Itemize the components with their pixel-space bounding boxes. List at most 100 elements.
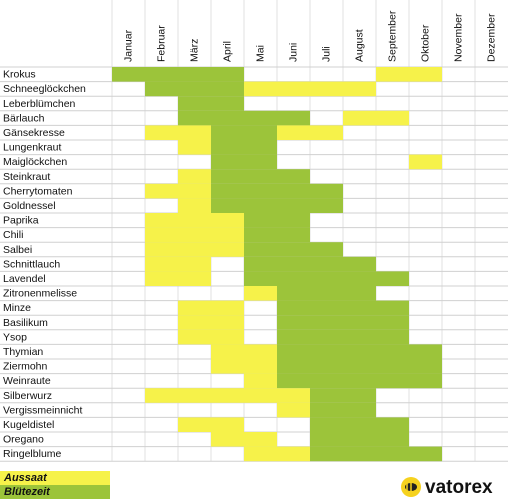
month-label: Mai xyxy=(254,45,266,62)
row-label: Paprika xyxy=(3,215,39,227)
row-label: Ziermohn xyxy=(3,361,48,373)
period-bar xyxy=(145,81,244,97)
period-bar xyxy=(178,140,211,155)
row-label: Silberwurz xyxy=(3,390,52,402)
period-bar xyxy=(310,402,376,418)
period-bar xyxy=(277,373,442,389)
period-bar xyxy=(178,417,244,432)
period-bar xyxy=(178,329,244,345)
row-label: Thymian xyxy=(3,346,43,358)
row-label: Goldnessel xyxy=(3,200,56,212)
row-label: Bärlauch xyxy=(3,112,45,124)
period-bar xyxy=(277,359,442,374)
month-label: Januar xyxy=(122,29,134,62)
row-label: Ringelblume xyxy=(3,448,62,460)
row-label: Vergissmeinnicht xyxy=(3,404,82,416)
legend-swatch xyxy=(0,471,110,485)
period-bar xyxy=(211,359,277,374)
row-label: Leberblümchen xyxy=(3,98,76,110)
logo-icon xyxy=(401,477,421,497)
period-bar xyxy=(145,256,211,272)
period-bar xyxy=(244,286,277,301)
period-bar xyxy=(277,402,310,418)
month-label: November xyxy=(452,13,464,62)
period-bar xyxy=(277,344,442,359)
month-label: Oktober xyxy=(419,24,431,62)
month-label: März xyxy=(188,39,200,62)
period-bar xyxy=(244,227,310,243)
period-bar xyxy=(277,125,343,140)
period-bar xyxy=(376,67,442,82)
row-label: Maiglöckchen xyxy=(3,156,67,168)
legend-label: Aussaat xyxy=(3,472,48,484)
period-bar xyxy=(277,300,409,316)
month-label: August xyxy=(353,29,365,62)
row-label: Gänsekresse xyxy=(3,127,65,139)
period-bar xyxy=(211,432,277,447)
period-bar xyxy=(244,213,310,228)
row-label: Chili xyxy=(3,229,23,241)
period-bar xyxy=(211,198,343,213)
period-bar xyxy=(343,110,409,126)
period-bar xyxy=(178,315,244,330)
period-bar xyxy=(178,300,244,316)
period-bar xyxy=(178,198,211,213)
period-bar xyxy=(310,432,409,447)
period-bar xyxy=(310,446,442,462)
period-bar xyxy=(277,286,376,301)
period-bar xyxy=(211,125,277,140)
month-label: September xyxy=(386,10,398,62)
period-bar xyxy=(145,125,211,140)
period-bar xyxy=(310,388,376,403)
row-label: Steinkraut xyxy=(3,171,50,183)
period-bar xyxy=(145,227,244,243)
month-label: Februar xyxy=(155,25,167,62)
period-bar xyxy=(244,242,343,257)
row-label: Salbei xyxy=(3,244,32,256)
month-label: Juli xyxy=(320,46,332,62)
month-label: April xyxy=(221,41,233,62)
period-bar xyxy=(145,242,244,257)
period-bar xyxy=(145,213,244,228)
row-label: Cherrytomaten xyxy=(3,185,73,197)
period-bar xyxy=(211,183,343,199)
period-bar xyxy=(145,271,211,286)
row-label: Lavendel xyxy=(3,273,46,285)
period-bar xyxy=(211,344,277,359)
period-bar xyxy=(244,271,409,286)
month-label: Juni xyxy=(287,43,299,62)
row-label: Zitronenmelisse xyxy=(3,288,77,300)
brand: vatorex xyxy=(425,477,493,498)
period-bar xyxy=(310,417,409,432)
row-label: Minze xyxy=(3,302,31,314)
period-bar xyxy=(178,96,244,111)
period-bar xyxy=(211,140,277,155)
row-label: Ysop xyxy=(3,331,27,343)
period-bar xyxy=(211,169,310,184)
period-bar xyxy=(244,81,376,97)
legend-label: Blütezeit xyxy=(4,486,51,498)
month-label: Dezember xyxy=(485,13,497,62)
legend-swatch xyxy=(0,485,110,499)
period-bar xyxy=(145,183,211,199)
period-bar xyxy=(277,315,409,330)
row-label: Oregano xyxy=(3,434,44,446)
period-bar xyxy=(145,388,310,403)
row-label: Weinraute xyxy=(3,375,51,387)
period-bar xyxy=(277,329,409,345)
row-label: Schnittlauch xyxy=(3,258,60,270)
row-label: Schneeglöckchen xyxy=(3,83,86,95)
period-bar xyxy=(112,67,244,82)
period-bar xyxy=(244,256,376,272)
period-bar xyxy=(178,169,211,184)
period-bar xyxy=(409,154,442,170)
period-bar xyxy=(244,446,310,462)
period-bar xyxy=(244,373,277,389)
period-bar xyxy=(178,110,310,126)
row-label: Lungenkraut xyxy=(3,142,61,154)
row-label: Kugeldistel xyxy=(3,419,54,431)
row-label: Krokus xyxy=(3,69,36,81)
period-bar xyxy=(211,154,277,170)
row-label: Basilikum xyxy=(3,317,48,329)
